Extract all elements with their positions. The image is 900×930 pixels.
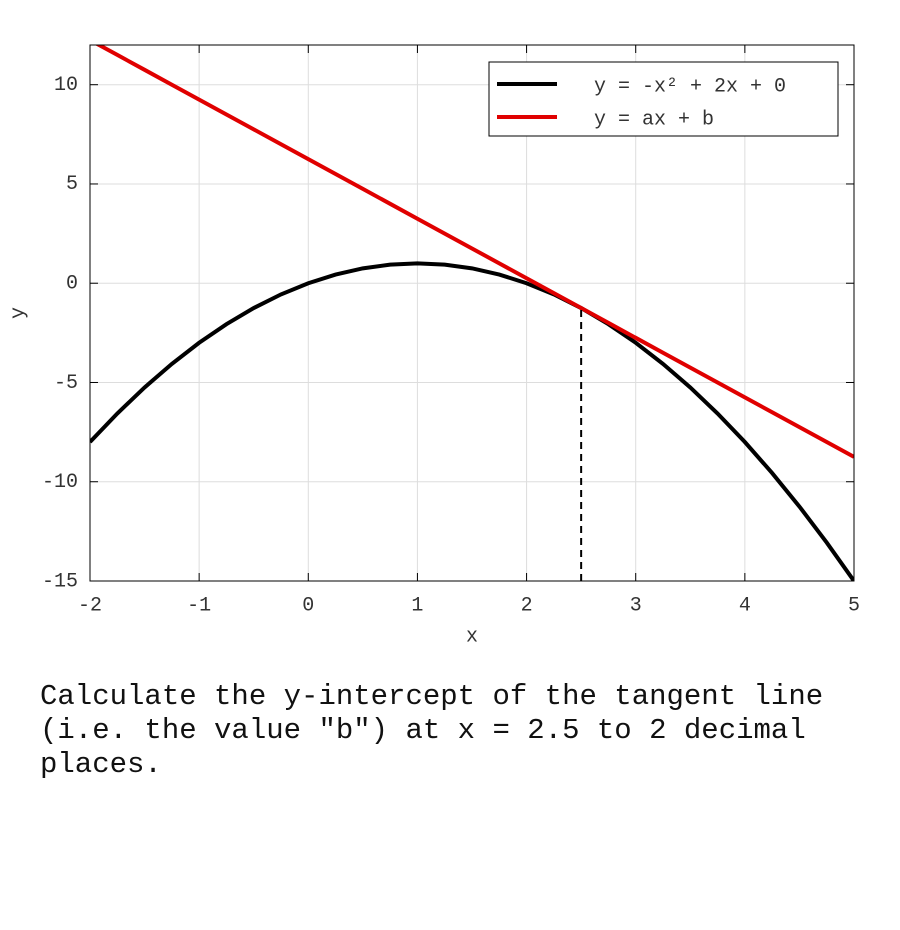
- x-tick-label: 3: [630, 594, 642, 617]
- y-tick-label: 0: [66, 273, 78, 296]
- y-tick-label: -15: [42, 570, 78, 593]
- question-text: Calculate the y-intercept of the tangent…: [40, 680, 824, 781]
- data-line: [90, 261, 854, 581]
- y-tick-label: 5: [66, 173, 78, 196]
- x-tick-label: 4: [739, 594, 751, 617]
- y-tick-label: 10: [54, 74, 78, 97]
- data-line: [94, 45, 854, 459]
- y-tick-label: -10: [42, 471, 78, 494]
- x-tick-label: 5: [848, 594, 860, 617]
- legend-label: y = ax + b: [594, 108, 714, 131]
- x-tick-label: 1: [411, 594, 423, 617]
- plot-frame: [89, 44, 855, 582]
- x-tick-label: 0: [302, 594, 314, 617]
- x-tick-label: -2: [78, 594, 102, 617]
- x-tick-label: -1: [187, 594, 211, 617]
- legend-box: [488, 61, 839, 137]
- y-tick-label: -5: [54, 372, 78, 395]
- y-axis-label: y: [7, 307, 30, 319]
- x-axis-label: x: [466, 625, 478, 648]
- legend-label: y = -x² + 2x + 0: [594, 75, 786, 98]
- x-tick-label: 2: [521, 594, 533, 617]
